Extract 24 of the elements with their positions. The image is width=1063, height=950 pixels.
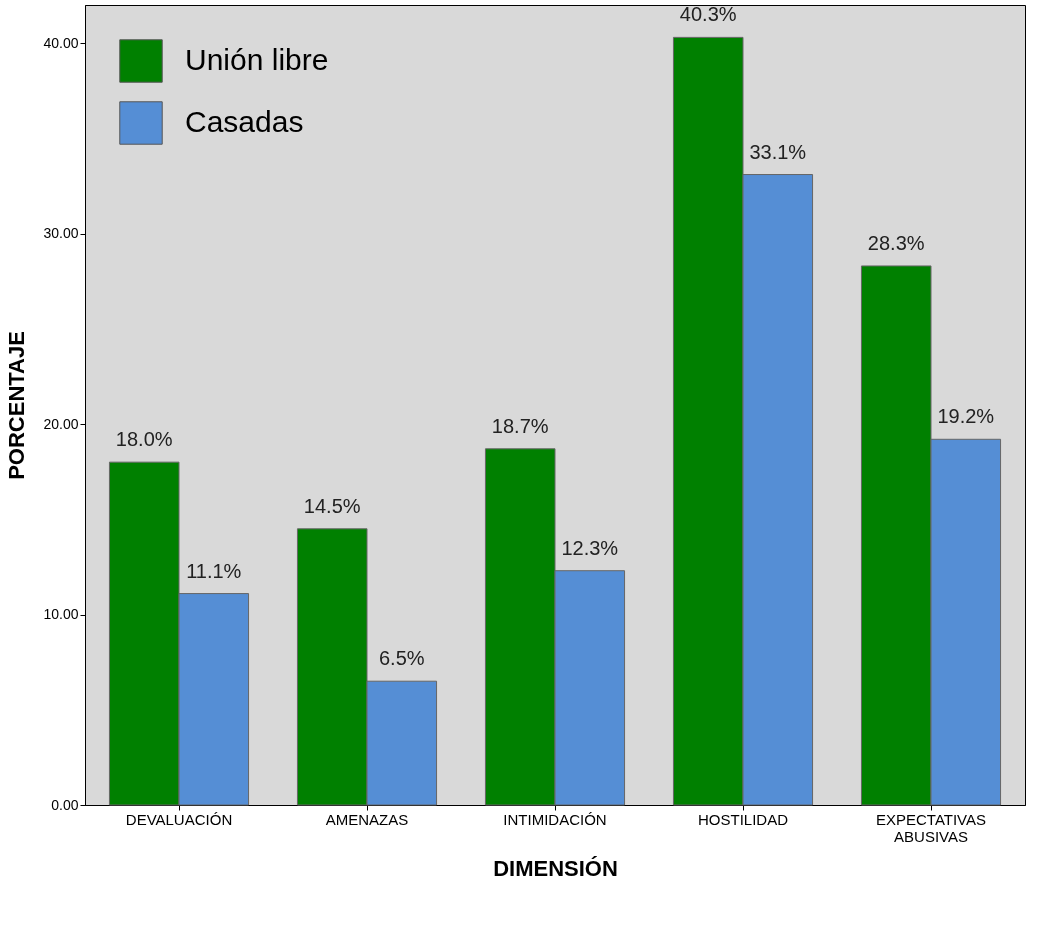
y-tick-label: 30.00: [43, 225, 79, 242]
data-label: 11.1%: [186, 559, 242, 582]
data-label: 6.5%: [378, 647, 425, 670]
y-axis-title: PORCENTAJE: [4, 331, 30, 480]
data-label: 14.5%: [303, 494, 361, 517]
x-tick-label: EXPECTATIVAS ABUSIVAS: [875, 810, 987, 845]
data-label: 28.3%: [867, 231, 925, 254]
y-tick-label: 40.00: [43, 34, 79, 51]
legend-label: Unión libre: [185, 43, 329, 76]
data-label: 40.3%: [679, 3, 737, 26]
x-tick-label: DEVALUACIÓN: [125, 810, 233, 828]
y-tick-label: 10.00: [43, 606, 79, 623]
x-tick-label: INTIMIDACIÓN: [503, 810, 607, 828]
legend-label: Casadas: [185, 105, 304, 138]
x-tick-label: AMENAZAS: [325, 810, 409, 828]
data-label: 19.2%: [937, 405, 995, 428]
x-tick-label: HOSTILIDAD: [697, 810, 789, 828]
x-axis-title: DIMENSIÓN: [493, 855, 618, 881]
data-label: 18.0%: [115, 428, 173, 451]
data-label: 33.1%: [749, 140, 807, 163]
data-label: 18.7%: [491, 414, 549, 437]
data-label: 12.3%: [561, 536, 619, 559]
y-tick-label: 0.00: [51, 796, 79, 813]
y-tick-label: 20.00: [43, 415, 79, 432]
